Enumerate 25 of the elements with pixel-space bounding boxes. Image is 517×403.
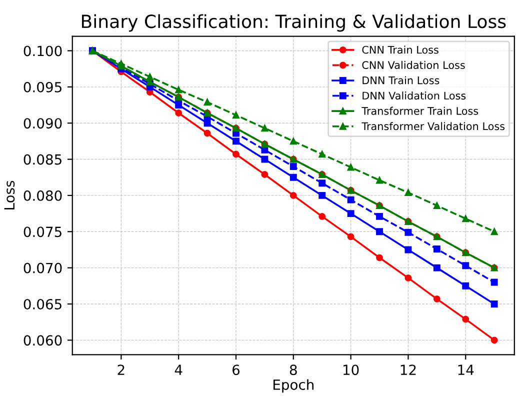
legend-label: Transformer Validation Loss <box>362 122 505 130</box>
y-tick-label: 0.085 <box>24 154 62 165</box>
x-tick-label: 4 <box>174 364 182 375</box>
y-tick-label: 0.100 <box>24 46 62 56</box>
x-tick-label: 8 <box>290 364 297 376</box>
x-tick-label: 14 <box>458 364 474 375</box>
x-tick-label: 10 <box>343 364 359 376</box>
y-axis-title: Loss <box>4 180 15 210</box>
x-axis-title: Epoch <box>273 379 314 393</box>
legend-label: DNN Validation Loss <box>362 92 466 100</box>
y-tick-label: 0.065 <box>24 298 62 310</box>
y-tick-label: 0.080 <box>24 190 62 201</box>
y-tick-label: 0.090 <box>24 118 62 129</box>
x-tick-label: 2 <box>118 364 124 375</box>
legend-label: CNN Train Loss <box>362 46 438 54</box>
legend-label: Transformer Train Loss <box>362 106 478 115</box>
chart-title: Binary Classification: Training & Validation Loss <box>82 14 506 32</box>
legend-label: DNN Train Loss <box>362 76 440 84</box>
y-tick-label: 0.070 <box>24 262 62 274</box>
y-tick-label: 0.060 <box>24 335 62 346</box>
y-tick-label: 0.075 <box>24 226 62 238</box>
x-tick-label: 6 <box>232 364 240 376</box>
y-tick-label: 0.095 <box>24 82 62 92</box>
x-tick-label: 12 <box>400 364 416 375</box>
legend-label: CNN Validation Loss <box>362 60 465 69</box>
